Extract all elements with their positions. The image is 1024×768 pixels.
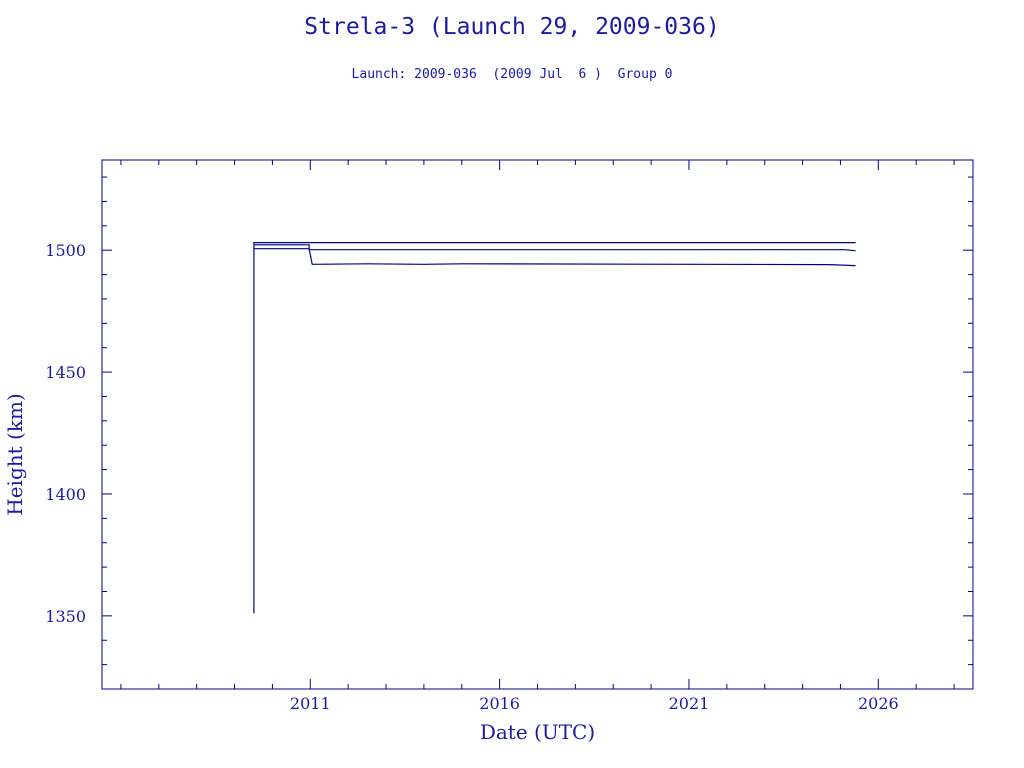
series-group <box>253 242 856 614</box>
x-axis-label: Date (UTC) <box>480 720 595 744</box>
plot-frame <box>101 159 974 690</box>
series-line-2 <box>253 244 856 252</box>
series-line-3 <box>253 248 856 267</box>
tick-labels: 2011 2016 2021 2026 1350 1400 1450 1500 <box>45 241 898 713</box>
x-tick-label: 2011 <box>290 694 331 713</box>
chart-title: Strela-3 (Launch 29, 2009-036) <box>304 14 720 40</box>
x-tick-label: 2021 <box>669 694 710 713</box>
y-tick-label: 1400 <box>45 485 86 504</box>
chart-subtitle: Launch: 2009-036 (2009 Jul 6 ) Group 0 <box>351 67 673 82</box>
series-line-1 <box>253 242 856 614</box>
y-axis-label: Height (km) <box>3 393 27 515</box>
y-tick-label: 1500 <box>45 241 86 260</box>
y-tick-label: 1450 <box>45 363 86 382</box>
y-tick-label: 1350 <box>45 607 86 626</box>
x-tick-label: 2016 <box>479 694 520 713</box>
x-tick-label: 2026 <box>858 694 899 713</box>
axis-ticks <box>102 160 973 690</box>
